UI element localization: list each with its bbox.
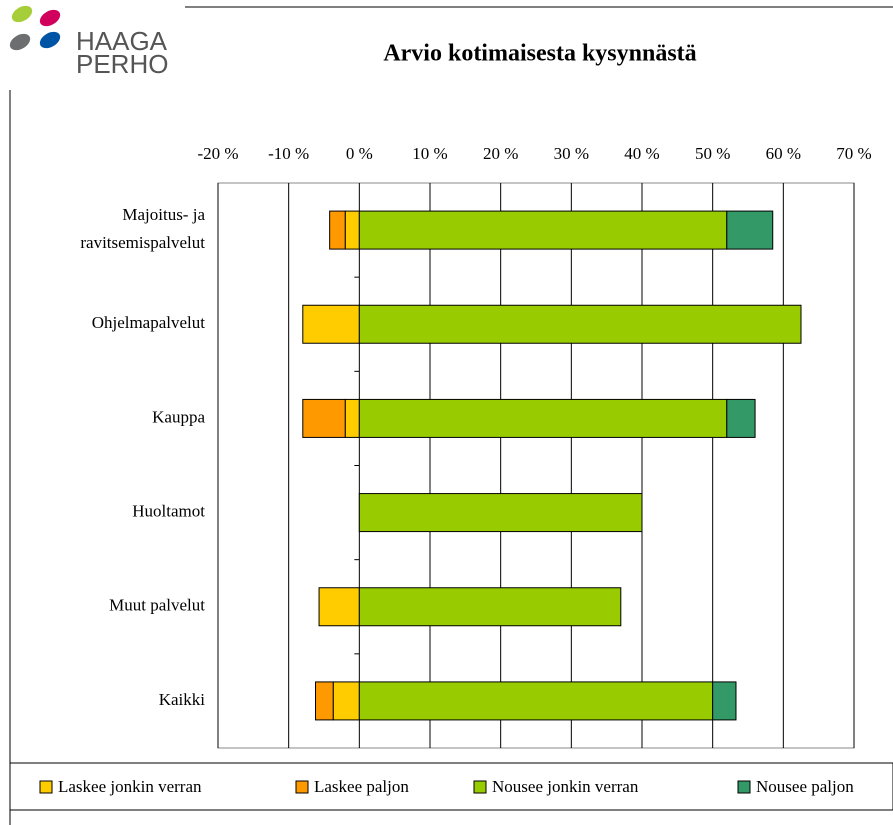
bar: [329, 210, 346, 250]
bar: [726, 398, 756, 438]
x-tick-label: 30 %: [554, 144, 589, 163]
x-tick-label: 20 %: [483, 144, 518, 163]
bar: [726, 210, 774, 250]
bar: [318, 587, 360, 627]
bar: [302, 304, 360, 344]
x-tick-label: 60 %: [766, 144, 801, 163]
x-tick-label: 0 %: [346, 144, 373, 163]
legend-label: Laskee jonkin verran: [58, 777, 202, 796]
logo: HAAGA PERHO: [9, 5, 168, 79]
legend-label: Laskee paljon: [314, 777, 409, 796]
chart-title: Arvio kotimaisesta kysynnästä: [383, 41, 696, 67]
bar: [332, 681, 360, 721]
legend-swatch: [737, 780, 751, 794]
logo-text: HAAGA: [76, 26, 168, 56]
legend-swatch: [39, 780, 53, 794]
y-tick-label: Muut palvelut: [109, 596, 205, 615]
x-tick-label: -20 %: [197, 144, 238, 163]
y-tick-label: Kaikki: [159, 690, 206, 709]
bar: [358, 587, 622, 627]
legend-label: Nousee jonkin verran: [492, 777, 639, 796]
bar: [344, 398, 360, 438]
bar: [358, 681, 714, 721]
bar: [358, 210, 728, 250]
bar: [712, 681, 737, 721]
y-tick-label: Majoitus- ja ravitsemispalvelut: [80, 205, 205, 252]
bar: [344, 210, 360, 250]
bar: [358, 493, 643, 533]
bar: [315, 681, 334, 721]
x-tick-label: -10 %: [268, 144, 309, 163]
legend-swatch: [295, 780, 309, 794]
bar: [358, 398, 728, 438]
plot-area: [217, 182, 855, 749]
x-tick-label: 40 %: [624, 144, 659, 163]
legend-label: Nousee paljon: [756, 777, 854, 796]
y-tick-label: Ohjelmapalvelut: [92, 313, 206, 332]
y-tick-label: Huoltamot: [132, 501, 205, 520]
x-tick-label: 10 %: [412, 144, 447, 163]
x-tick-label: 70 %: [836, 144, 871, 163]
logo-text: PERHO: [76, 49, 168, 79]
y-tick-label: Kauppa: [152, 407, 205, 426]
bar: [302, 398, 346, 438]
legend-swatch: [473, 780, 487, 794]
bar: [358, 304, 802, 344]
x-tick-label: 50 %: [695, 144, 730, 163]
